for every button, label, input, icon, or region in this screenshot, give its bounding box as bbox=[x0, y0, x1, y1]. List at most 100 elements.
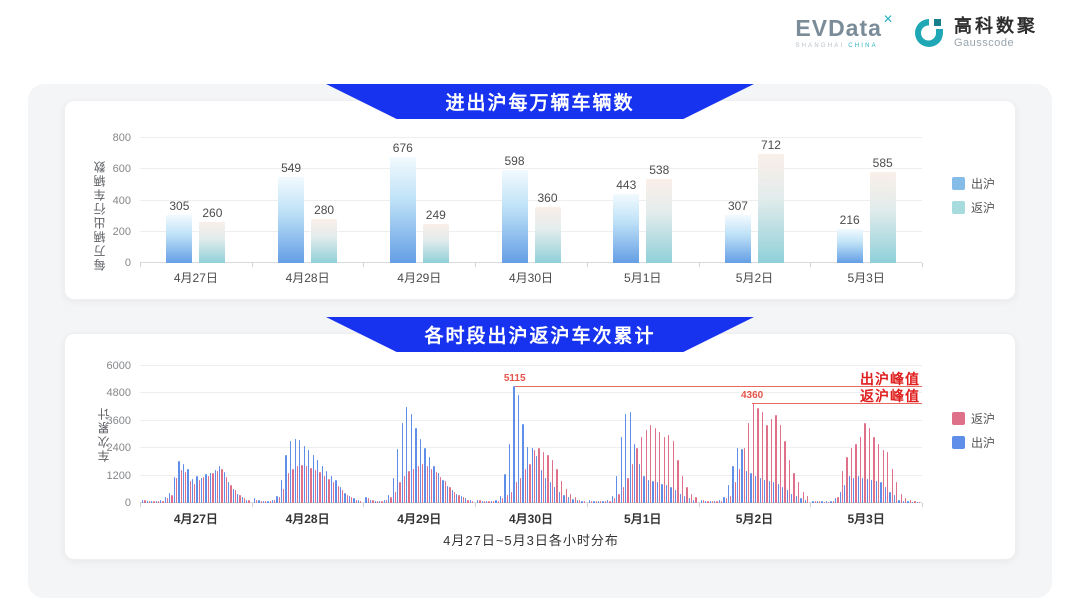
hour-bar-返沪 bbox=[802, 491, 804, 503]
hour-bar-出沪 bbox=[379, 500, 381, 503]
hour-bar-返沪 bbox=[305, 466, 308, 503]
hour-slot bbox=[620, 366, 625, 503]
hour-bar-返沪 bbox=[296, 466, 299, 503]
hour-bar-返沪 bbox=[265, 501, 267, 503]
bar-group-4月29日: 676 249 bbox=[363, 138, 475, 263]
hour-slot bbox=[187, 366, 191, 503]
hour-slot bbox=[700, 366, 705, 503]
hour-slot bbox=[237, 366, 241, 503]
hour-bar-出沪 bbox=[825, 501, 828, 503]
hour-slot bbox=[460, 366, 465, 503]
hour-slot bbox=[652, 366, 656, 503]
hour-bar-出沪 bbox=[357, 499, 360, 503]
hour-slot bbox=[834, 366, 839, 503]
hour-bar-出沪 bbox=[428, 457, 431, 503]
hour-bar-出沪 bbox=[499, 496, 502, 503]
hour-bar-出沪 bbox=[196, 475, 198, 503]
hour-slot bbox=[160, 366, 164, 503]
hour-bar-返沪 bbox=[346, 495, 348, 503]
hour-slot bbox=[795, 366, 800, 503]
hour-bar-出沪 bbox=[219, 466, 221, 503]
hour-bar-返沪 bbox=[203, 476, 205, 503]
hour-bar-返沪 bbox=[399, 482, 401, 503]
hour-slot bbox=[379, 366, 383, 503]
x-axis-tick bbox=[475, 503, 477, 507]
hour-bar-出沪 bbox=[745, 471, 748, 503]
hour-slot bbox=[665, 366, 670, 503]
x-label-5月1日: 5月1日 bbox=[624, 271, 662, 285]
hour-bar-返沪 bbox=[385, 500, 388, 503]
hour-slot bbox=[353, 366, 357, 503]
legend-item-返沪[interactable]: 返沪 bbox=[951, 199, 995, 216]
hour-bar-返沪 bbox=[497, 500, 499, 503]
legend-item-出沪[interactable]: 出沪 bbox=[951, 175, 995, 192]
bar-返沪 bbox=[646, 178, 673, 263]
hour-slot bbox=[481, 366, 486, 503]
day-group-4月28日 bbox=[252, 366, 364, 503]
hour-slot bbox=[791, 366, 795, 503]
hour-bar-出沪 bbox=[549, 482, 551, 503]
hour-bar-出沪 bbox=[688, 498, 690, 503]
x-label-4月28日: 4月28日 bbox=[285, 512, 330, 526]
hour-bar-返沪 bbox=[841, 471, 844, 503]
hour-bar-返沪 bbox=[328, 479, 330, 503]
hour-bar-出沪 bbox=[536, 456, 538, 503]
hour-bar-返沪 bbox=[807, 496, 809, 503]
hour-slot bbox=[821, 366, 825, 503]
bar-value-label: 305 bbox=[169, 199, 190, 214]
hour-bar-返沪 bbox=[426, 466, 428, 503]
hour-slot bbox=[782, 366, 786, 503]
hour-slot bbox=[727, 366, 732, 503]
hour-bar-返沪 bbox=[287, 473, 289, 503]
hour-slot bbox=[875, 366, 880, 503]
hour-slot bbox=[545, 366, 549, 503]
legend-item-返沪[interactable]: 返沪 bbox=[951, 410, 995, 427]
hour-bar-返沪 bbox=[529, 464, 531, 503]
hour-slot bbox=[285, 366, 289, 503]
hour-bar-出沪 bbox=[262, 500, 265, 503]
bar-出沪 bbox=[501, 169, 528, 263]
card-hourly-trips: 各时段出沪返沪车次累计 车次累计 0 1200 2400 3600 4800 6000 51… bbox=[64, 317, 1016, 560]
hour-slot bbox=[424, 366, 428, 503]
bar-column: 598 bbox=[501, 138, 528, 263]
hour-bar-出沪 bbox=[433, 466, 435, 503]
hour-slot bbox=[764, 366, 768, 503]
bar-value-label: 549 bbox=[281, 161, 302, 176]
bar-column: 249 bbox=[422, 138, 449, 263]
hour-bar-返沪 bbox=[221, 468, 223, 503]
x-axis-tick bbox=[363, 503, 365, 507]
hour-slot bbox=[531, 366, 536, 503]
hour-bar-返沪 bbox=[162, 500, 164, 503]
hour-slot bbox=[670, 366, 674, 503]
hour-slot bbox=[155, 366, 160, 503]
hour-bar-出沪 bbox=[834, 498, 837, 503]
y-tick-label: 3600 bbox=[106, 414, 131, 427]
x-axis-tick bbox=[475, 263, 477, 267]
bar-group-4月30日: 598 360 bbox=[475, 138, 587, 263]
bar-group-5月3日: 216 585 bbox=[810, 138, 922, 263]
legend-item-出沪[interactable]: 出沪 bbox=[951, 434, 995, 451]
hour-bar-出沪 bbox=[490, 501, 493, 503]
hour-bar-返沪 bbox=[175, 477, 178, 503]
hour-bar-返沪 bbox=[695, 497, 697, 503]
hour-slot bbox=[517, 366, 522, 503]
hour-bar-返沪 bbox=[381, 500, 383, 503]
hour-bar-出沪 bbox=[563, 495, 565, 503]
hour-bar-出沪 bbox=[576, 500, 579, 503]
hour-bar-返沪 bbox=[185, 472, 187, 503]
charts-section: 进出沪每万辆车辆数 每万辆出行车辆数 0 200 400 600 800 305 260 54… bbox=[28, 84, 1052, 598]
hour-bar-出沪 bbox=[169, 492, 171, 503]
gridline bbox=[140, 474, 922, 476]
hour-slot bbox=[893, 366, 898, 503]
hour-bar-出沪 bbox=[839, 491, 841, 503]
hour-slot bbox=[442, 366, 446, 503]
hour-bar-出沪 bbox=[597, 501, 600, 503]
hour-bar-出沪 bbox=[679, 493, 681, 503]
evdata-tagline: SHANGHAI CHINA bbox=[795, 43, 878, 49]
x-label-4月27日: 4月27日 bbox=[173, 271, 218, 285]
hour-slot bbox=[902, 366, 907, 503]
hour-bar-返沪 bbox=[905, 498, 907, 503]
hour-slot bbox=[383, 366, 388, 503]
hour-bar-出沪 bbox=[374, 500, 376, 503]
hour-slot bbox=[732, 366, 736, 503]
